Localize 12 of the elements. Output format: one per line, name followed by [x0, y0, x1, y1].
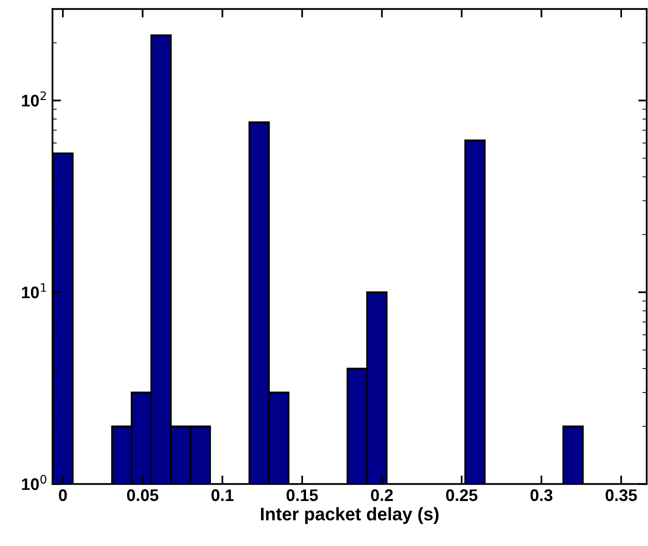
x-axis-title: Inter packet delay (s) [261, 507, 439, 524]
x-tick-label: 0.35 [606, 489, 637, 502]
y-tick-label: 10$^{2}$ [22, 91, 46, 107]
x-tick-label: 0.1 [211, 489, 234, 502]
x-tick-label: 0.15 [286, 489, 318, 502]
x-tick-label: 0.05 [127, 489, 158, 502]
x-tick-label: 0.25 [446, 489, 478, 502]
x-tick-label: 0 [58, 489, 67, 502]
x-tick-label: 0.3 [530, 489, 552, 502]
y-tick-label: 10$^{1}$ [22, 283, 46, 298]
x-tick-label: 0.2 [370, 489, 393, 502]
y-tick-label: 10$^{0}$ [22, 474, 46, 490]
